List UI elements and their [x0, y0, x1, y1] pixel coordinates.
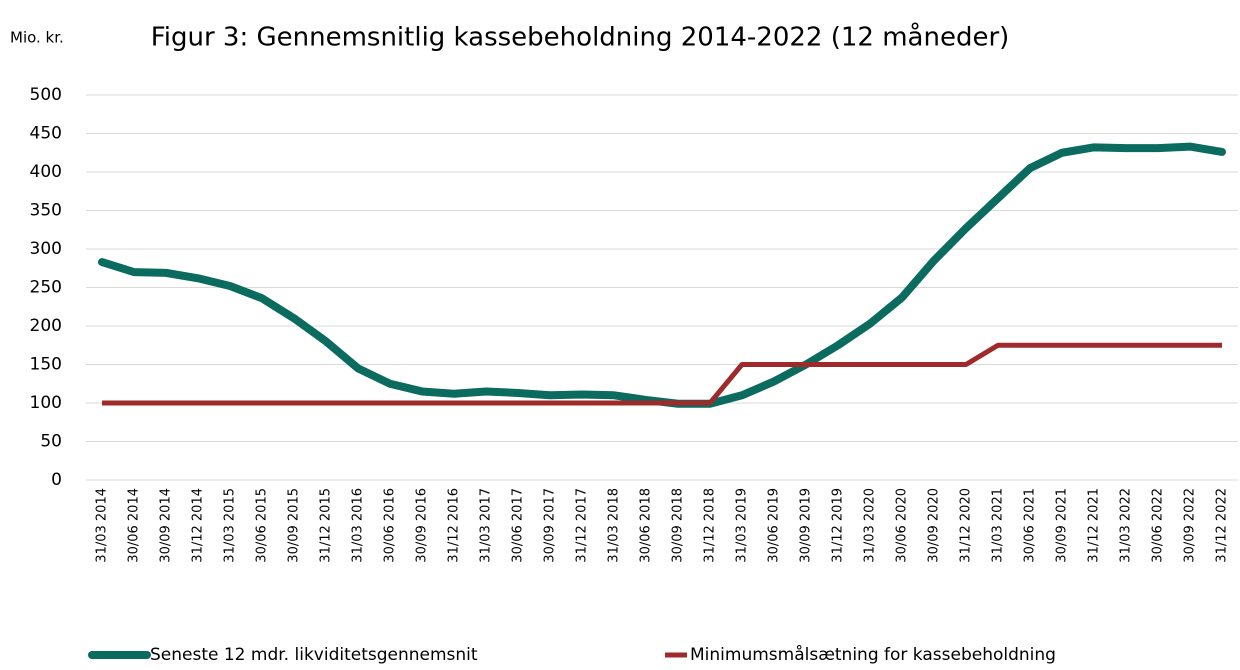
- x-tick-label: 30/06 2021: [1023, 488, 1038, 563]
- y-axis-label: Mio. kr.: [10, 29, 64, 47]
- y-tick-label: 200: [30, 316, 62, 336]
- x-tick-label: 30/09 2015: [287, 488, 302, 563]
- series-line: [98, 142, 1226, 408]
- x-tick-label: 31/03 2018: [607, 488, 622, 563]
- x-tick-label: 31/12 2022: [1215, 488, 1230, 563]
- x-tick-label: 31/12 2017: [575, 488, 590, 563]
- chart-title: Figur 3: Gennemsnitlig kassebeholdning 2…: [151, 22, 1010, 53]
- y-tick-label: 50: [40, 432, 62, 452]
- x-tick-label: 31/03 2016: [351, 488, 366, 563]
- x-tick-label: 30/06 2014: [127, 488, 142, 563]
- x-tick-label: 31/12 2021: [1087, 488, 1102, 563]
- x-tick-label: 30/06 2020: [895, 488, 910, 563]
- x-tick-label: 31/03 2017: [479, 488, 494, 563]
- y-tick-label: 450: [30, 124, 62, 144]
- x-tick-label: 30/09 2019: [799, 488, 814, 563]
- x-tick-label: 31/12 2015: [319, 488, 334, 563]
- y-tick-label: 300: [30, 239, 62, 259]
- y-tick-label: 0: [51, 470, 62, 490]
- x-tick-label: 31/03 2015: [223, 488, 238, 563]
- x-tick-label: 30/09 2022: [1183, 488, 1198, 563]
- x-tick-label: 31/12 2020: [959, 488, 974, 563]
- series-line: [102, 342, 1222, 406]
- x-tick-label: 31/12 2019: [831, 488, 846, 563]
- x-tick-label: 30/09 2018: [671, 488, 686, 563]
- x-tick-label: 30/06 2015: [255, 488, 270, 563]
- x-tick-label: 30/06 2017: [511, 488, 526, 563]
- y-tick-label: 500: [30, 85, 62, 105]
- y-tick-label: 350: [30, 201, 62, 221]
- x-tick-label: 31/03 2014: [95, 488, 110, 563]
- y-tick-label: 250: [30, 278, 62, 298]
- x-tick-label: 31/03 2019: [735, 488, 750, 563]
- x-tick-label: 30/09 2017: [543, 488, 558, 563]
- x-tick-label: 31/12 2016: [447, 488, 462, 563]
- x-tick-label: 30/09 2014: [159, 488, 174, 563]
- x-tick-label: 31/03 2022: [1119, 488, 1134, 563]
- y-tick-label: 400: [30, 162, 62, 182]
- y-tick-label: 150: [30, 355, 62, 375]
- x-tick-label: 31/03 2021: [991, 488, 1006, 563]
- y-tick-label: 100: [30, 393, 62, 413]
- x-tick-label: 30/06 2016: [383, 488, 398, 563]
- x-tick-label: 31/12 2018: [703, 488, 718, 563]
- x-tick-label: 30/09 2020: [927, 488, 942, 563]
- x-tick-label: 30/09 2016: [415, 488, 430, 563]
- x-tick-label: 31/03 2020: [863, 488, 878, 563]
- x-tick-label: 30/06 2019: [767, 488, 782, 563]
- x-tick-label: 30/09 2021: [1055, 488, 1070, 563]
- legend-label: Minimumsmålsætning for kassebeholdning: [690, 644, 1056, 665]
- legend-label: Seneste 12 mdr. likviditetsgennemsnit: [150, 645, 478, 665]
- x-tick-label: 30/06 2018: [639, 488, 654, 563]
- x-tick-label: 31/12 2014: [191, 488, 206, 563]
- x-tick-label: 30/06 2022: [1151, 488, 1166, 563]
